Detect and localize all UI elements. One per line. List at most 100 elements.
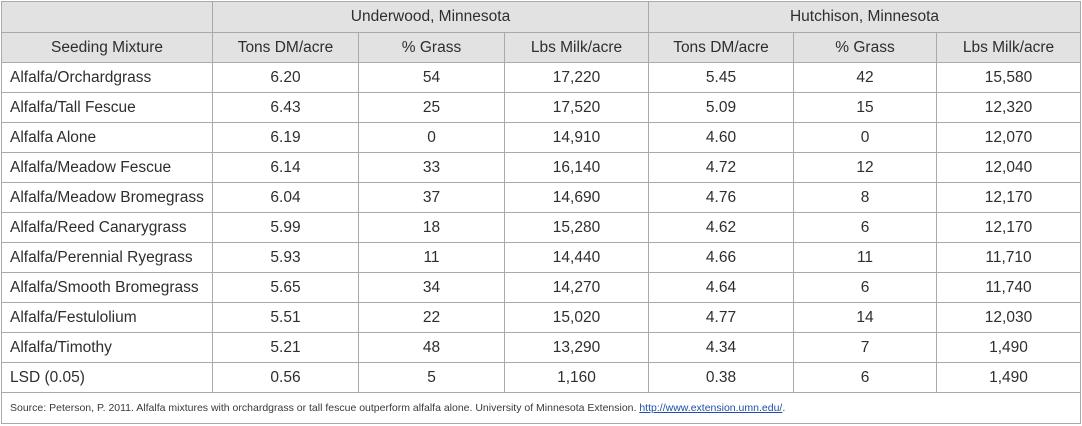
- source-tail: .: [782, 402, 786, 414]
- table-cell: 6.43: [212, 92, 359, 123]
- table-row: Alfalfa/Timothy 5.21 48 13,290 4.34 7 1,490: [1, 332, 1082, 363]
- table-cell: 1,160: [504, 362, 649, 393]
- column-header: % Grass: [358, 32, 505, 63]
- table-cell: 5.51: [212, 302, 359, 333]
- table-row: Alfalfa/Smooth Bromegrass 5.65 34 14,270 4.6…: [1, 272, 1082, 303]
- table-row: Alfalfa/Festulolium 5.51 22 15,020 4.77 14 12,…: [1, 302, 1082, 333]
- seeding-mixture-cell: Alfalfa/Timothy: [1, 332, 213, 363]
- seeding-mixture-cell: LSD (0.05): [1, 362, 213, 393]
- seeding-mixture-cell: Alfalfa/Meadow Bromegrass: [1, 182, 213, 213]
- table-cell: 13,290: [504, 332, 649, 363]
- group-header-underwood: Underwood, Minnesota: [212, 1, 649, 33]
- table-cell: 0: [358, 122, 505, 153]
- table-cell: 4.60: [648, 122, 794, 153]
- source-citation: Source: Peterson, P. 2011. Alfalfa mixtu…: [0, 392, 1082, 424]
- table-cell: 14,910: [504, 122, 649, 153]
- seeding-mixture-cell: Alfalfa/Perennial Ryegrass: [1, 242, 213, 273]
- seeding-mixture-cell: Alfalfa/Meadow Fescue: [1, 152, 213, 183]
- table-body: Alfalfa/Orchardgrass 6.20 54 17,220 5.45 42 15…: [1, 62, 1082, 393]
- table-cell: 11,740: [935, 272, 1082, 303]
- table-cell: 12,040: [935, 152, 1082, 183]
- table-row: Alfalfa/Orchardgrass 6.20 54 17,220 5.45 42 15…: [1, 62, 1082, 93]
- column-header: % Grass: [793, 32, 937, 63]
- table-cell: 6.04: [212, 182, 359, 213]
- table-cell: 4.66: [648, 242, 794, 273]
- table-cell: 6.20: [212, 62, 359, 93]
- table-row: Alfalfa/Reed Canarygrass 5.99 18 15,280 4.62…: [1, 212, 1082, 243]
- table-cell: 1,490: [935, 362, 1082, 393]
- column-header: Lbs Milk/acre: [935, 32, 1082, 63]
- table-cell: 12,320: [935, 92, 1082, 123]
- source-link[interactable]: http://www.extension.umn.edu/: [639, 402, 783, 414]
- table-cell: 5: [358, 362, 505, 393]
- table-cell: 5.93: [212, 242, 359, 273]
- source-row: Source: Peterson, P. 2011. Alfalfa mixtu…: [0, 392, 1082, 424]
- table-cell: 48: [358, 332, 505, 363]
- table-cell: 6: [793, 212, 937, 243]
- seeding-mixture-cell: Alfalfa/Tall Fescue: [1, 92, 213, 123]
- table-cell: 6: [793, 272, 937, 303]
- table-cell: 14,270: [504, 272, 649, 303]
- table-cell: 5.45: [648, 62, 794, 93]
- table-row: Alfalfa Alone 6.19 0 14,910 4.60 0 12,070: [1, 122, 1082, 153]
- column-header: Lbs Milk/acre: [504, 32, 649, 63]
- table-cell: 4.64: [648, 272, 794, 303]
- table-cell: 5.65: [212, 272, 359, 303]
- seeding-mixture-cell: Alfalfa/Orchardgrass: [1, 62, 213, 93]
- table-cell: 12,070: [935, 122, 1082, 153]
- table-cell: 5.99: [212, 212, 359, 243]
- table-cell: 8: [793, 182, 937, 213]
- table-cell: 18: [358, 212, 505, 243]
- table-cell: 17,220: [504, 62, 649, 93]
- table-cell: 15,580: [935, 62, 1082, 93]
- table-cell: 4.72: [648, 152, 794, 183]
- table-cell: 22: [358, 302, 505, 333]
- table-cell: 12,170: [935, 212, 1082, 243]
- column-header: Seeding Mixture: [1, 32, 213, 63]
- column-header-row: Seeding Mixture Tons DM/acre % Grass Lbs…: [1, 32, 1082, 63]
- column-header: Tons DM/acre: [212, 32, 359, 63]
- table-cell: 15,280: [504, 212, 649, 243]
- seeding-mixture-cell: Alfalfa Alone: [1, 122, 213, 153]
- table-cell: 25: [358, 92, 505, 123]
- table-cell: 5.09: [648, 92, 794, 123]
- table-cell: 0.38: [648, 362, 794, 393]
- seeding-mixture-cell: Alfalfa/Reed Canarygrass: [1, 212, 213, 243]
- seeding-mixture-cell: Alfalfa/Smooth Bromegrass: [1, 272, 213, 303]
- group-header-row: Underwood, Minnesota Hutchison, Minnesot…: [1, 1, 1082, 33]
- table-cell: 4.62: [648, 212, 794, 243]
- table-cell: 11: [358, 242, 505, 273]
- table-cell: 15: [793, 92, 937, 123]
- table-cell: 34: [358, 272, 505, 303]
- table-cell: 33: [358, 152, 505, 183]
- table-cell: 14,440: [504, 242, 649, 273]
- table-row: Alfalfa/Perennial Ryegrass 5.93 11 14,440 4.…: [1, 242, 1082, 273]
- table-cell: 14,690: [504, 182, 649, 213]
- table-cell: 12,030: [935, 302, 1082, 333]
- table-cell: 37: [358, 182, 505, 213]
- table-cell: 54: [358, 62, 505, 93]
- table-cell: 4.34: [648, 332, 794, 363]
- table-cell: 6: [793, 362, 937, 393]
- header-empty-cell: [1, 1, 213, 33]
- table-cell: 17,520: [504, 92, 649, 123]
- table-row: Alfalfa/Tall Fescue 6.43 25 17,520 5.09 15 12,…: [1, 92, 1082, 123]
- table-cell: 12: [793, 152, 937, 183]
- table-cell: 6.19: [212, 122, 359, 153]
- table-cell: 16,140: [504, 152, 649, 183]
- table-cell: 14: [793, 302, 937, 333]
- table-cell: 0.56: [212, 362, 359, 393]
- table-cell: 15,020: [504, 302, 649, 333]
- table-cell: 11,710: [935, 242, 1082, 273]
- table-cell: 6.14: [212, 152, 359, 183]
- table-cell: 11: [793, 242, 937, 273]
- table-row: Alfalfa/Meadow Bromegrass 6.04 37 14,690 4.7…: [1, 182, 1082, 213]
- table-cell: 42: [793, 62, 937, 93]
- table-cell: 1,490: [935, 332, 1082, 363]
- table-cell: 7: [793, 332, 937, 363]
- table-cell: 4.77: [648, 302, 794, 333]
- table-cell: 12,170: [935, 182, 1082, 213]
- source-text: Source: Peterson, P. 2011. Alfalfa mixtu…: [10, 402, 640, 414]
